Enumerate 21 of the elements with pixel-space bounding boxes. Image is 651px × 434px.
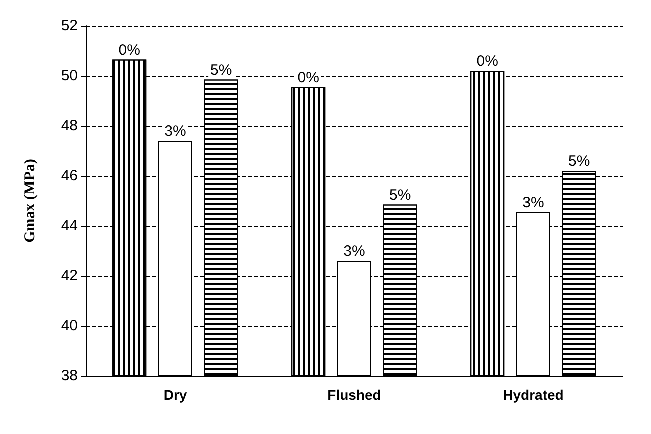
text: 3%	[522, 194, 544, 212]
y-tick-label: 46	[61, 168, 78, 184]
y-tick-label: 42	[61, 268, 78, 284]
text: 5%	[390, 186, 412, 204]
y-tick-label: 48	[61, 118, 78, 134]
x-tick-label: Flushed	[328, 387, 382, 403]
x-tick-label: Dry	[164, 387, 188, 403]
y-tick-label: 52	[61, 18, 78, 34]
text: 5%	[568, 153, 590, 170]
y-axis-title: Gmax (MPa)	[22, 159, 38, 243]
series-label: 3%	[164, 123, 186, 140]
text: 0%	[298, 69, 320, 86]
text: 3%	[344, 243, 366, 260]
x-tick-label: Hydrated	[503, 387, 564, 403]
series-label: 0%	[118, 42, 140, 59]
y-tick-label: 38	[61, 368, 78, 384]
series-label: 5%	[210, 62, 232, 79]
text: 0%	[476, 53, 498, 70]
y-tick-label: 40	[61, 318, 78, 334]
y-tick-label: 50	[61, 68, 78, 84]
y-tick-label: 44	[61, 218, 78, 234]
